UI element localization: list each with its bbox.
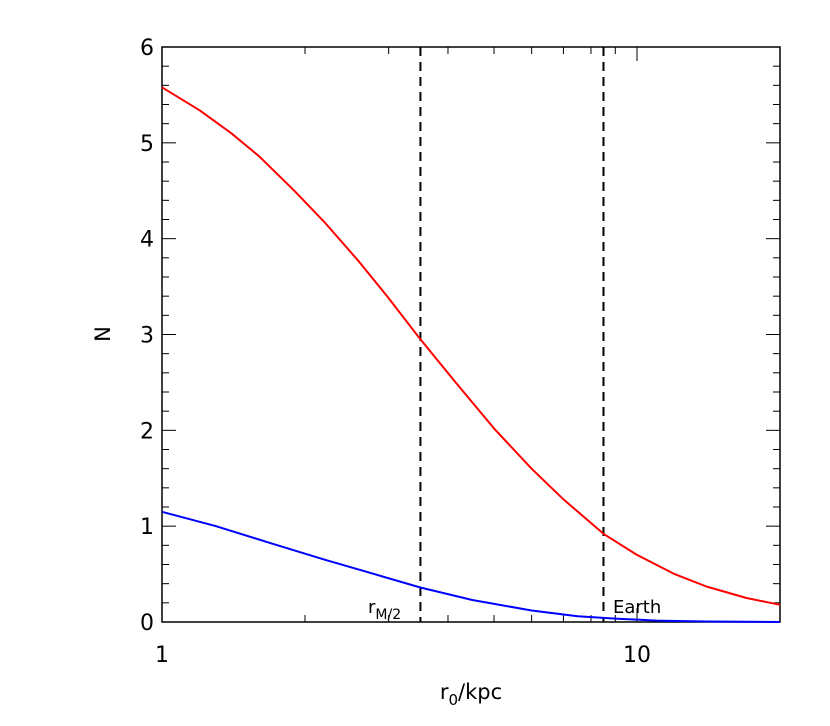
x-axis-label: r0/kpc	[440, 680, 502, 709]
y-axis-label: N	[91, 326, 115, 342]
y-tick-label: 1	[140, 515, 154, 540]
vline-label-earth: Earth	[613, 597, 661, 618]
axis-ticks	[161, 46, 781, 623]
x-axis-label-rest: /kpc	[458, 680, 502, 704]
series-lines	[161, 86, 781, 623]
series-line-0	[161, 86, 781, 606]
x-axis-label-base: r	[440, 680, 449, 704]
vline-label-rm2-base: r	[368, 597, 376, 618]
y-tick-label: 3	[140, 324, 154, 349]
vline-label-rm2: rM/2	[368, 597, 401, 623]
y-tick-label: 2	[140, 419, 154, 444]
reference-lines	[419, 47, 605, 622]
series-line-1	[161, 510, 781, 623]
x-tick-label: 1	[155, 643, 169, 668]
x-axis-label-subscript: 0	[448, 691, 458, 709]
vline-label-rm2-subscript: M/2	[375, 607, 401, 623]
y-tick-label: 5	[140, 132, 154, 157]
x-tick-label: 10	[623, 643, 651, 668]
y-tick-label: 4	[140, 228, 154, 253]
y-tick-label: 0	[140, 611, 154, 636]
y-tick-label: 6	[140, 36, 154, 61]
plot-frame	[161, 46, 781, 623]
